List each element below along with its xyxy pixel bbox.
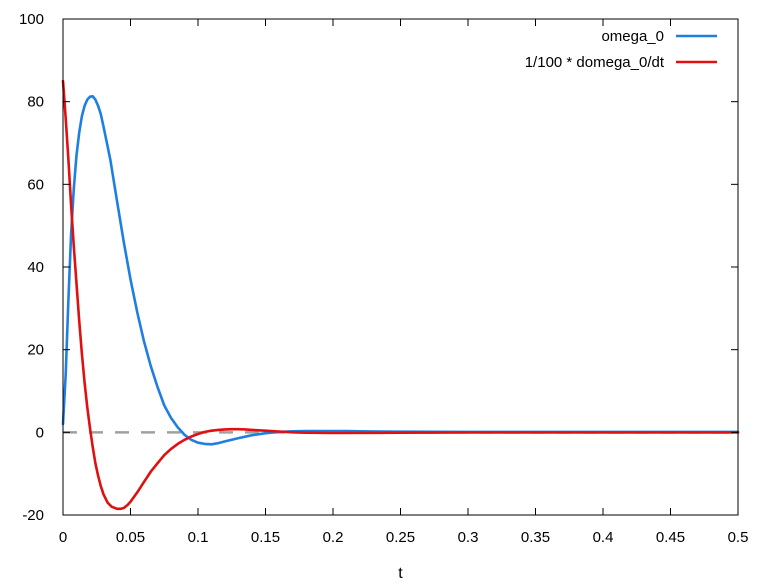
y-tick-label: -20 — [22, 507, 44, 524]
x-tick-label: 0.05 — [116, 529, 145, 546]
series-line-2 — [61, 79, 740, 511]
legend-label-1: omega_0 — [601, 28, 664, 45]
y-tick-label: 80 — [27, 94, 44, 111]
x-tick-label: 0.25 — [386, 529, 415, 546]
y-tick-label: 60 — [27, 176, 44, 193]
x-tick-label: 0.4 — [593, 529, 614, 546]
y-tick-label: 100 — [19, 11, 44, 28]
legend: omega_0 1/100 * domega_0/dt — [525, 28, 717, 71]
series-line-1 — [61, 95, 740, 446]
x-tick-label: 0.1 — [188, 529, 209, 546]
x-tick-label: 0.45 — [656, 529, 685, 546]
x-tick-label: 0.2 — [323, 529, 344, 546]
legend-label-2: 1/100 * domega_0/dt — [525, 54, 665, 71]
y-tick-label: 20 — [27, 342, 44, 359]
ticks-layer: 0 0.05 0.1 0.15 0.2 0.25 0.3 0.35 0.4 0.45 0.5 -20 0… — [19, 11, 748, 546]
series-layer — [61, 79, 740, 511]
x-tick-label: 0 — [59, 529, 67, 546]
x-tick-label: 0.35 — [521, 529, 550, 546]
x-tick-label: 0.15 — [251, 529, 280, 546]
plot-frame — [62, 18, 739, 516]
x-axis-title: t — [398, 565, 403, 582]
x-tick-label: 0.3 — [458, 529, 479, 546]
y-tick-label: 0 — [36, 424, 44, 441]
x-tick-label: 0.5 — [728, 529, 749, 546]
y-tick-label: 40 — [27, 259, 44, 276]
